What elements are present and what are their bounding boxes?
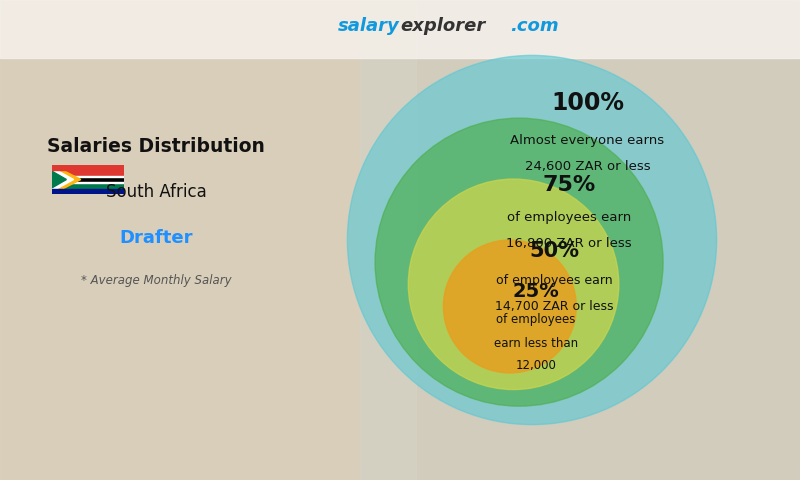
Circle shape [443,240,576,373]
Polygon shape [52,168,74,192]
Text: Salaries Distribution: Salaries Distribution [47,137,265,156]
Text: Drafter: Drafter [119,228,193,247]
Bar [52,189,124,194]
Text: * Average Monthly Salary: * Average Monthly Salary [81,274,231,288]
Text: 50%: 50% [529,241,579,261]
Text: of employees earn: of employees earn [496,274,613,287]
Bar [52,176,124,177]
Bar [52,165,124,170]
Text: of employees: of employees [496,313,575,326]
Bar [52,165,124,180]
Circle shape [408,179,618,390]
Text: 12,000: 12,000 [515,359,556,372]
Bar [360,0,800,480]
Text: 75%: 75% [542,175,595,194]
Polygon shape [52,165,81,194]
Text: of employees earn: of employees earn [506,211,631,224]
Text: earn less than: earn less than [494,337,578,350]
Text: 25%: 25% [512,282,559,301]
Text: 24,600 ZAR or less: 24,600 ZAR or less [525,160,650,173]
Text: .com: .com [510,17,559,36]
Text: 100%: 100% [551,91,624,115]
Text: explorer: explorer [400,17,486,36]
Bar [0,0,416,480]
Text: salary: salary [338,17,400,36]
Bar [52,180,124,194]
Text: 16,800 ZAR or less: 16,800 ZAR or less [506,237,632,250]
Bar [0,0,800,58]
Bar [52,182,124,183]
Text: Almost everyone earns: Almost everyone earns [510,134,665,147]
Text: South Africa: South Africa [106,183,206,201]
Circle shape [375,118,663,406]
Bar [52,177,124,182]
Circle shape [347,55,717,425]
Text: 14,700 ZAR or less: 14,700 ZAR or less [495,300,614,313]
Polygon shape [52,171,66,188]
